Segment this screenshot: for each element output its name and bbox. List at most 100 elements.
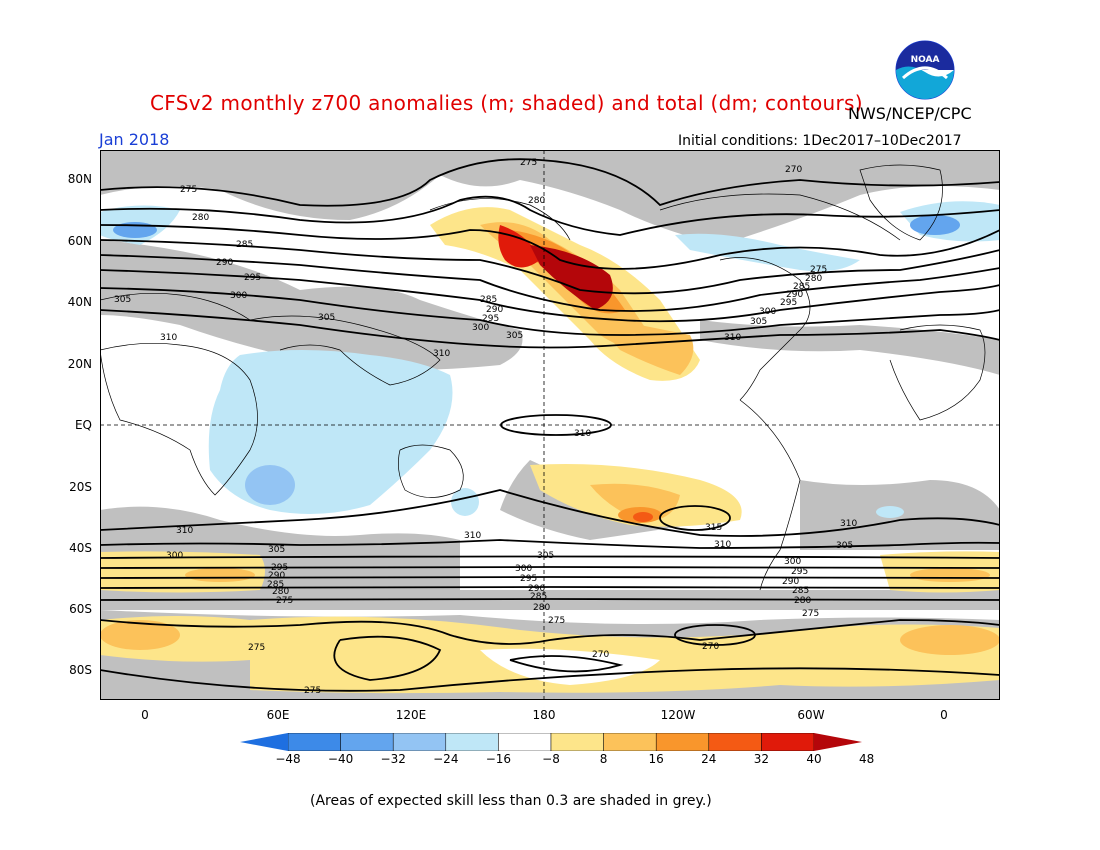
contour-label-290: 290 xyxy=(786,290,803,300)
contour-label-275: 275 xyxy=(520,158,537,168)
lat-label-60n: 60N xyxy=(67,234,92,248)
colorbar-cell xyxy=(603,733,657,751)
colorbar xyxy=(240,733,862,751)
lon-label-0: 0 xyxy=(141,708,149,722)
contour-label-285: 285 xyxy=(530,592,547,602)
lon-label-0-east: 0 xyxy=(940,708,948,722)
chart-title: CFSv2 monthly z700 anomalies (m; shaded)… xyxy=(150,91,863,115)
contour-label-300: 300 xyxy=(230,291,247,301)
colorbar-left-arrow xyxy=(240,733,288,751)
contour-label-275: 275 xyxy=(810,265,827,275)
contour-label-295: 295 xyxy=(271,563,288,573)
contour-label-275: 275 xyxy=(248,643,265,653)
colorbar-tick-label: −24 xyxy=(433,752,459,766)
contour-label-285: 285 xyxy=(480,295,497,305)
contour-label-285: 285 xyxy=(792,586,809,596)
lat-label-eq: EQ xyxy=(74,418,92,432)
lat-label-40n: 40N xyxy=(67,295,92,309)
noaa-logo-icon: NOAA xyxy=(895,40,955,100)
contour-label-280: 280 xyxy=(794,596,811,606)
lat-label-20n: 20N xyxy=(67,357,92,371)
contour-labels: 275 275 270 280 280 285 290 295 300 305 … xyxy=(114,158,857,696)
contour-label-280: 280 xyxy=(272,587,289,597)
contour-label-280: 280 xyxy=(805,274,822,284)
contour-label-275: 275 xyxy=(802,609,819,619)
contour-label-310: 310 xyxy=(160,333,177,343)
contour-label-285: 285 xyxy=(793,282,810,292)
contour-label-280: 280 xyxy=(192,213,209,223)
colorbar-cell xyxy=(761,733,815,751)
colorbar-cell xyxy=(287,733,341,751)
contour-label-275: 275 xyxy=(548,616,565,626)
colorbar-right-arrow xyxy=(814,733,862,751)
initial-conditions: Initial conditions: 1Dec2017–10Dec2017 xyxy=(678,133,962,149)
colorbar-tick-label: 48 xyxy=(858,752,875,766)
colorbar-tick-label: 8 xyxy=(599,752,608,766)
colorbar-tick-label: 16 xyxy=(648,752,664,766)
contour-label-290: 290 xyxy=(268,571,285,581)
colorbar-tick-label: 40 xyxy=(806,752,822,766)
contour-label-300: 300 xyxy=(784,557,801,567)
colorbar-tick-label: −48 xyxy=(275,752,301,766)
contour-label-295: 295 xyxy=(244,273,261,283)
colorbar-tick-label: −8 xyxy=(542,752,560,766)
contour-label-295: 295 xyxy=(791,567,808,577)
contour-label-305: 305 xyxy=(506,331,523,341)
contour-label-285: 285 xyxy=(267,580,284,590)
lon-label-60w: 60W xyxy=(797,708,825,722)
lon-label-180: 180 xyxy=(532,708,556,722)
map-frame xyxy=(100,150,1000,700)
contour-label-290: 290 xyxy=(486,305,503,315)
contour-label-280: 280 xyxy=(533,603,550,613)
contour-label-310: 310 xyxy=(464,531,481,541)
colorbar-tick-label: −16 xyxy=(485,752,512,766)
contour-label-305: 305 xyxy=(114,295,131,305)
lat-label-20s: 20S xyxy=(69,480,92,494)
contour-label-310: 310 xyxy=(176,526,193,536)
svg-text:NOAA: NOAA xyxy=(911,55,940,65)
lon-label-120w: 120W xyxy=(660,708,696,722)
contour-label-310: 310 xyxy=(724,333,741,343)
sh-contours xyxy=(100,489,1000,692)
agency-label: NWS/NCEP/CPC xyxy=(848,104,972,123)
contour-label-285: 285 xyxy=(236,240,253,250)
contour-label-310: 310 xyxy=(433,349,450,359)
contour-label-270: 270 xyxy=(702,642,719,652)
colorbar-cell xyxy=(445,733,499,751)
forecast-month: Jan 2018 xyxy=(99,130,170,149)
contour-label-300: 300 xyxy=(515,564,532,574)
contour-label-300: 300 xyxy=(472,323,489,333)
colorbar-tick-label: −40 xyxy=(327,752,354,766)
contour-label-290: 290 xyxy=(782,577,799,587)
contour-label-275: 275 xyxy=(180,185,197,195)
lon-label-60e: 60E xyxy=(266,708,290,722)
colorbar-tick-label: 24 xyxy=(701,752,717,766)
contour-label-300: 300 xyxy=(166,551,183,561)
colorbar-cell xyxy=(498,733,552,751)
contour-label-305: 305 xyxy=(537,551,554,561)
lat-label-60s: 60S xyxy=(69,602,92,616)
nh-contours xyxy=(100,158,1000,436)
colorbar-tick-label: −32 xyxy=(380,752,406,766)
skill-footnote: (Areas of expected skill less than 0.3 a… xyxy=(310,793,712,809)
contour-label-305: 305 xyxy=(318,313,335,323)
contour-label-310: 310 xyxy=(574,429,591,439)
contour-label-290: 290 xyxy=(216,258,233,268)
colorbar-cell xyxy=(708,733,762,751)
contour-label-305: 305 xyxy=(836,541,853,551)
colorbar-cell xyxy=(392,733,447,751)
colorbar-cell xyxy=(550,733,604,751)
anomaly-map: 275 275 270 280 280 285 290 295 300 305 … xyxy=(100,150,1000,700)
contour-label-305: 305 xyxy=(268,545,285,555)
lat-label-40s: 40S xyxy=(69,541,92,555)
lat-label-80s: 80S xyxy=(69,663,92,677)
contour-label-275: 275 xyxy=(276,596,293,606)
contour-label-280: 280 xyxy=(528,196,545,206)
contour-label-270: 270 xyxy=(592,650,609,660)
contour-label-305: 305 xyxy=(750,317,767,327)
contour-label-295: 295 xyxy=(780,298,797,308)
contour-label-295: 295 xyxy=(482,314,499,324)
contour-label-295: 295 xyxy=(520,574,537,584)
contour-label-290: 290 xyxy=(528,584,545,594)
contour-label-310: 310 xyxy=(840,519,857,529)
